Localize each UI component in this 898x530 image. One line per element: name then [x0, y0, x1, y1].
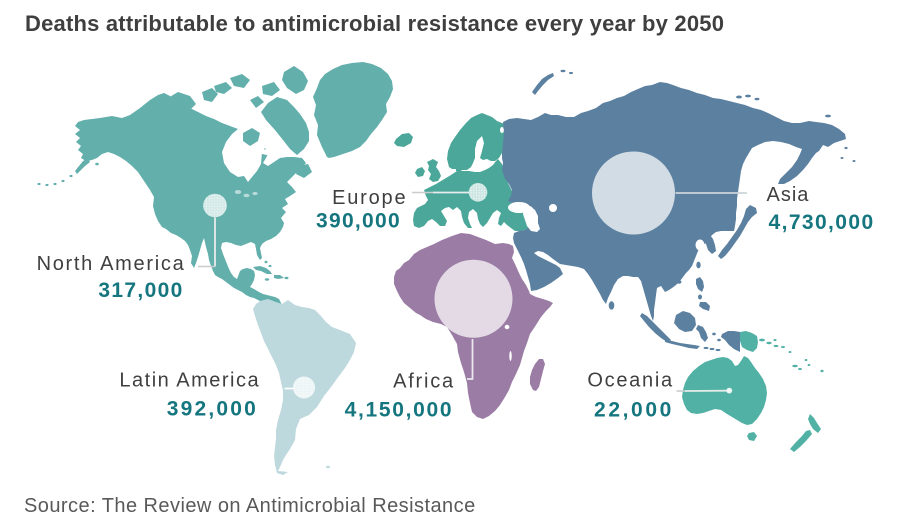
svg-text:390,000: 390,000 [316, 210, 401, 233]
svg-text:Source: The Review on Antimicr: Source: The Review on Antimicrobial Resi… [24, 495, 476, 517]
svg-text:392,000: 392,000 [167, 398, 258, 421]
svg-text:4,730,000: 4,730,000 [769, 211, 875, 234]
svg-text:22,000: 22,000 [594, 399, 674, 422]
svg-text:Asia: Asia [767, 184, 810, 206]
svg-text:Latin America: Latin America [119, 369, 260, 391]
svg-text:Deaths attributable to antimic: Deaths attributable to antimicrobial res… [25, 11, 724, 36]
svg-text:North America: North America [37, 253, 186, 275]
svg-text:Africa: Africa [393, 371, 455, 393]
svg-text:317,000: 317,000 [98, 279, 183, 302]
svg-text:Oceania: Oceania [587, 370, 673, 392]
svg-text:4,150,000: 4,150,000 [345, 399, 454, 422]
svg-text:Europe: Europe [332, 187, 407, 209]
